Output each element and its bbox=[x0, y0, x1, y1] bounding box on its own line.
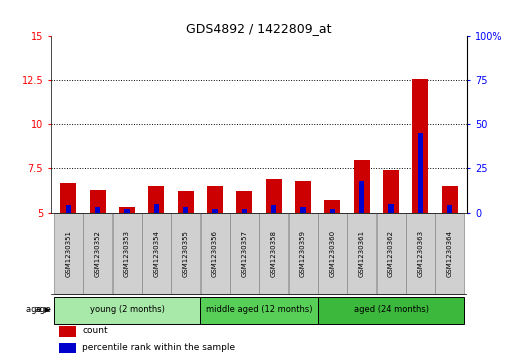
Bar bbox=[124, 209, 130, 213]
Bar bbox=[383, 170, 399, 213]
Bar bbox=[418, 133, 423, 213]
Text: GSM1230360: GSM1230360 bbox=[329, 230, 335, 277]
Text: age: age bbox=[35, 305, 51, 314]
Bar bbox=[90, 189, 106, 213]
Bar bbox=[95, 207, 101, 213]
Bar bbox=[330, 209, 335, 213]
Text: GSM1230363: GSM1230363 bbox=[418, 230, 424, 277]
Text: middle aged (12 months): middle aged (12 months) bbox=[206, 305, 312, 314]
Bar bbox=[318, 213, 347, 294]
Bar bbox=[259, 213, 288, 294]
Bar bbox=[289, 213, 318, 294]
Bar bbox=[183, 207, 188, 213]
Bar bbox=[447, 205, 453, 213]
Text: GSM1230355: GSM1230355 bbox=[183, 231, 189, 277]
Bar bbox=[242, 209, 247, 213]
Bar bbox=[435, 213, 464, 294]
Bar bbox=[171, 213, 200, 294]
Bar bbox=[201, 297, 318, 324]
Bar bbox=[300, 207, 306, 213]
Bar bbox=[359, 181, 364, 213]
Bar bbox=[148, 186, 165, 213]
Text: age ▶: age ▶ bbox=[26, 305, 51, 314]
Bar bbox=[119, 207, 135, 213]
Title: GDS4892 / 1422809_at: GDS4892 / 1422809_at bbox=[186, 22, 332, 35]
Text: GSM1230351: GSM1230351 bbox=[66, 231, 72, 277]
Bar bbox=[178, 191, 194, 213]
Bar bbox=[230, 213, 259, 294]
Text: count: count bbox=[82, 326, 108, 335]
Text: GSM1230357: GSM1230357 bbox=[241, 231, 247, 277]
Text: GSM1230354: GSM1230354 bbox=[153, 231, 160, 277]
Text: GSM1230353: GSM1230353 bbox=[124, 231, 130, 277]
Bar bbox=[60, 183, 77, 213]
Text: GSM1230356: GSM1230356 bbox=[212, 231, 218, 277]
Bar bbox=[318, 297, 464, 324]
Bar bbox=[347, 213, 376, 294]
Bar bbox=[354, 160, 370, 213]
Text: GSM1230352: GSM1230352 bbox=[94, 231, 101, 277]
Text: GSM1230364: GSM1230364 bbox=[447, 231, 453, 277]
Bar bbox=[201, 213, 230, 294]
Bar bbox=[113, 213, 142, 294]
Text: GSM1230358: GSM1230358 bbox=[271, 231, 277, 277]
Bar bbox=[59, 326, 76, 337]
Bar bbox=[142, 213, 171, 294]
Bar bbox=[266, 179, 282, 213]
Text: percentile rank within the sample: percentile rank within the sample bbox=[82, 343, 235, 352]
Bar bbox=[212, 209, 218, 213]
Bar bbox=[154, 204, 159, 213]
Bar bbox=[236, 191, 252, 213]
Bar bbox=[54, 213, 83, 294]
Bar bbox=[441, 186, 458, 213]
Text: GSM1230361: GSM1230361 bbox=[359, 230, 365, 277]
Bar bbox=[59, 343, 76, 353]
Text: GSM1230362: GSM1230362 bbox=[388, 231, 394, 277]
Bar bbox=[207, 186, 223, 213]
Bar bbox=[295, 181, 311, 213]
Bar bbox=[271, 205, 276, 213]
Bar bbox=[406, 213, 435, 294]
Bar bbox=[389, 204, 394, 213]
Text: young (2 months): young (2 months) bbox=[89, 305, 165, 314]
Bar bbox=[83, 213, 112, 294]
Bar bbox=[324, 200, 340, 213]
Text: aged (24 months): aged (24 months) bbox=[354, 305, 429, 314]
Text: GSM1230359: GSM1230359 bbox=[300, 231, 306, 277]
Bar bbox=[54, 297, 201, 324]
Bar bbox=[376, 213, 405, 294]
Bar bbox=[412, 79, 428, 213]
Bar bbox=[66, 205, 71, 213]
